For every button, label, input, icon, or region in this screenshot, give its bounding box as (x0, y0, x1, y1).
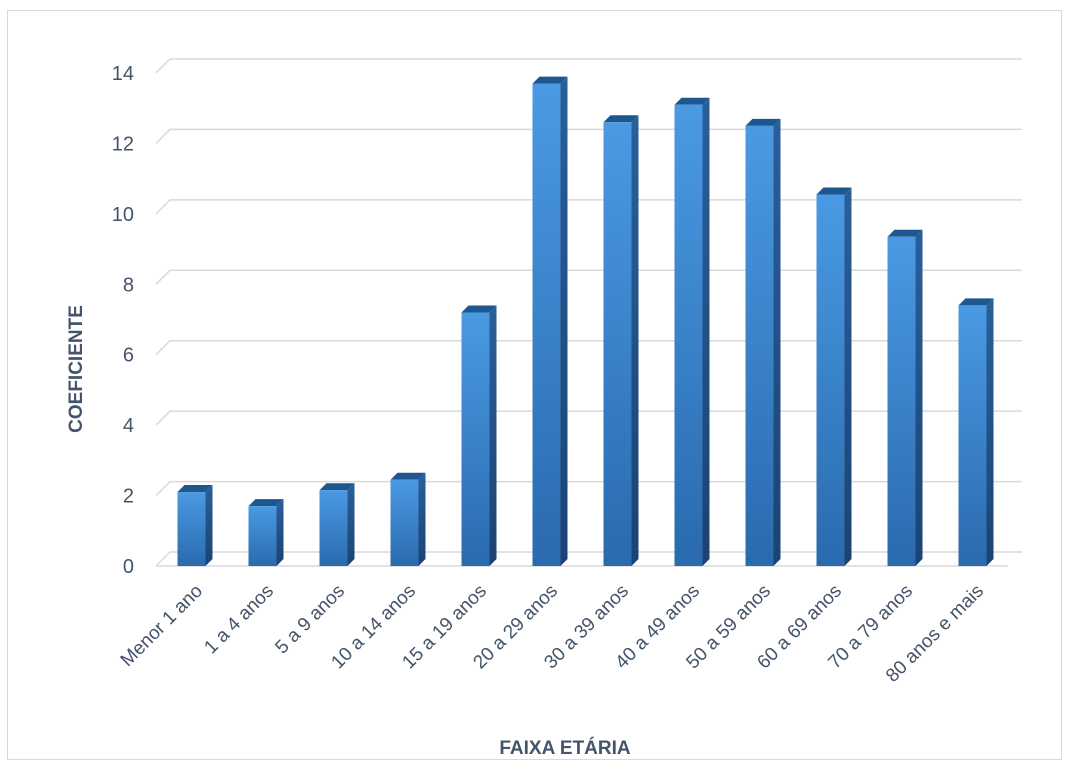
bar-front (532, 83, 561, 567)
x-tick-label: Menor 1 ano (117, 581, 207, 671)
gridline (155, 480, 1022, 497)
gridline (155, 269, 1022, 285)
y-tick-label: 12 (112, 133, 134, 155)
bar-side (915, 229, 923, 566)
gridline (155, 58, 1022, 74)
bar-side (631, 115, 639, 567)
bar (177, 485, 213, 566)
bar-top (319, 483, 355, 491)
bar-front (177, 492, 206, 566)
bar-front (390, 479, 419, 566)
bar-top (958, 298, 994, 306)
bar (603, 115, 639, 567)
bar-top (177, 485, 213, 493)
bar (319, 483, 355, 566)
bar (958, 298, 994, 566)
bar-front (319, 490, 348, 566)
y-tick-label: 6 (123, 345, 134, 367)
bar-top (248, 499, 284, 507)
bar-side (560, 76, 568, 567)
bar-front (745, 125, 774, 567)
bar-top (390, 472, 426, 480)
gridline (155, 551, 1022, 567)
bar-front (461, 312, 490, 566)
y-tick-label: 2 (123, 486, 134, 508)
gridline (155, 128, 1022, 144)
bar-top (816, 187, 852, 195)
bar (532, 76, 568, 567)
y-tick-label: 10 (112, 204, 134, 226)
bar-front (603, 122, 632, 567)
chart-frame: 0 2 4 6 8 10 12 14 Menor 1 ano 1 a 4 anos 5 a 9 a… (7, 10, 1062, 760)
bar-top (674, 97, 710, 105)
bar-front (958, 305, 987, 566)
bar-side (347, 483, 355, 566)
bar (674, 97, 710, 566)
bar-side (276, 499, 284, 566)
y-axis-title: COEFICIENTE (66, 305, 87, 433)
bar-side (773, 118, 781, 567)
y-axis-ticks: 0 2 4 6 8 10 12 14 (112, 63, 134, 578)
gridline (155, 199, 1022, 215)
y-tick-label: 8 (123, 274, 134, 296)
y-tick-label: 14 (112, 63, 134, 85)
bar-side (205, 485, 213, 566)
bar-front (674, 104, 703, 566)
bars (177, 76, 994, 567)
bar-top (532, 76, 568, 84)
bar (390, 472, 426, 566)
bar (887, 229, 923, 566)
bar-front (887, 236, 916, 566)
x-tick-label: 5 a 9 anos (271, 581, 349, 659)
bar-side (489, 305, 497, 566)
bar (816, 187, 852, 566)
bar-side (844, 187, 852, 566)
bar-top (887, 229, 923, 237)
bar-front (248, 506, 277, 566)
bar (745, 118, 781, 567)
bar-front (816, 194, 845, 566)
x-tick-label: 1 a 4 anos (200, 581, 278, 659)
bar-side (702, 97, 710, 566)
gridline (155, 410, 1022, 426)
bar-top (745, 118, 781, 126)
bar-top (603, 115, 639, 123)
bar-top (461, 305, 497, 313)
y-tick-label: 4 (123, 415, 134, 437)
x-axis-title: FAIXA ETÁRIA (499, 737, 631, 759)
y-tick-label: 0 (123, 556, 134, 578)
bar-side (418, 472, 426, 566)
gridlines (155, 58, 1022, 567)
gridline (155, 339, 1022, 356)
bar-side (986, 298, 994, 566)
bar (248, 499, 284, 566)
bar (461, 305, 497, 566)
